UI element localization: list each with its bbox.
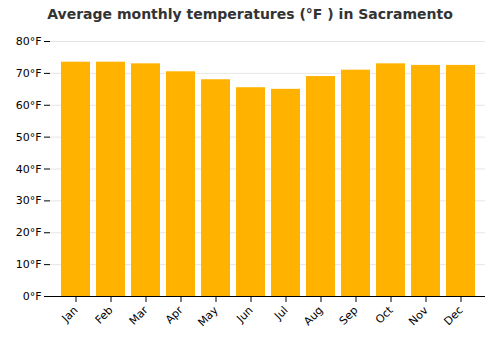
svg-text:Aug: Aug [301, 304, 325, 328]
svg-text:Jan: Jan [59, 304, 81, 326]
svg-text:20°F: 20°F [16, 226, 42, 239]
html-text:Average monthly temperatures (: Average monthly temperatures (°F ) in Sa… [47, 6, 453, 22]
svg-text:Apr: Apr [163, 303, 186, 326]
svg-text:Oct: Oct [373, 303, 396, 326]
svg-text:50°F: 50°F [16, 131, 42, 144]
svg-text:Sep: Sep [337, 304, 361, 328]
svg-text:70°F: 70°F [16, 67, 42, 80]
svg-text:Feb: Feb [93, 304, 116, 327]
svg-text:Nov: Nov [406, 303, 431, 328]
svg-text:May: May [195, 303, 221, 329]
svg-text:Jun: Jun [234, 304, 256, 326]
svg-text:80°F: 80°F [16, 35, 42, 48]
svg-text:Mar: Mar [127, 303, 151, 327]
svg-text:Jul: Jul [271, 304, 290, 323]
svg-text:60°F: 60°F [16, 99, 42, 112]
svg-text:30°F: 30°F [16, 194, 42, 207]
svg-text:40°F: 40°F [16, 163, 42, 176]
svg-text:10°F: 10°F [16, 258, 42, 271]
svg-text:Dec: Dec [441, 304, 465, 328]
svg-text:0°F: 0°F [23, 290, 42, 303]
